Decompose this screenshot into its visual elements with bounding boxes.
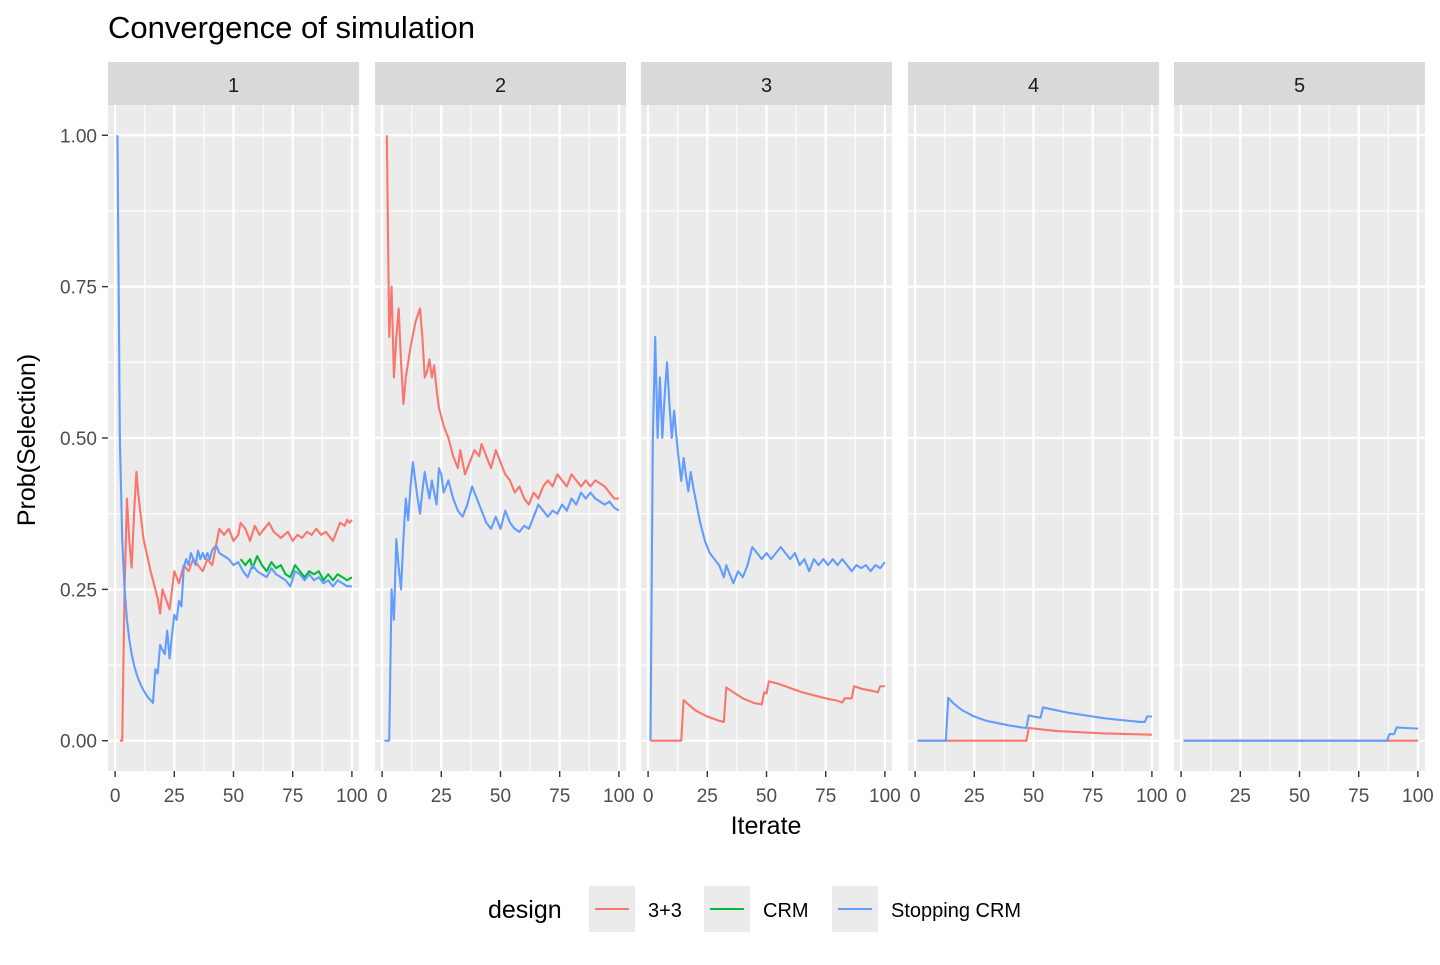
y-axis: 0.00 0.25 0.50 0.75 1.00 bbox=[60, 126, 108, 753]
gridlines bbox=[375, 105, 626, 771]
series-line-crm bbox=[239, 555, 353, 582]
legend-label: Stopping CRM bbox=[891, 900, 1021, 922]
y-axis-label: Prob(Selection) bbox=[13, 354, 41, 526]
y-tick-label: 0.75 bbox=[60, 278, 97, 299]
x-tick-label: 50 bbox=[223, 786, 244, 807]
facet-strip bbox=[908, 62, 1159, 105]
legend-item: Stopping CRM bbox=[832, 886, 1021, 932]
gridlines bbox=[908, 105, 1159, 771]
x-tick-label: 75 bbox=[1348, 786, 1369, 807]
x-tick-label: 25 bbox=[1230, 786, 1251, 807]
x-tick-label: 75 bbox=[815, 786, 836, 807]
x-axis-label: Iterate bbox=[731, 812, 802, 840]
x-axis-4: 0 25 50 75 100 bbox=[910, 771, 1168, 807]
series-line-stopping-crm bbox=[1183, 726, 1418, 742]
y-tick-label: 0.25 bbox=[60, 580, 97, 601]
x-axis-2: 0 25 50 75 100 bbox=[377, 771, 635, 807]
facet-strip-label: 2 bbox=[495, 75, 506, 97]
x-tick-label: 100 bbox=[603, 786, 635, 807]
facet-strip bbox=[641, 62, 892, 105]
x-tick-label: 25 bbox=[964, 786, 985, 807]
facet-panel-2: 2 0 25 50 75 100 bbox=[375, 62, 635, 807]
series-line-stopping-crm bbox=[917, 696, 1152, 742]
x-tick-label: 50 bbox=[490, 786, 511, 807]
x-tick-label: 75 bbox=[1082, 786, 1103, 807]
x-tick-label: 25 bbox=[697, 786, 718, 807]
series-line-3-3 bbox=[119, 470, 353, 742]
x-tick-label: 75 bbox=[282, 786, 303, 807]
series-line-stopping-crm bbox=[116, 135, 352, 704]
x-tick-label: 25 bbox=[431, 786, 452, 807]
facet-strip-label: 3 bbox=[761, 75, 772, 97]
x-tick-label: 100 bbox=[336, 786, 368, 807]
y-tick-label: 1.00 bbox=[60, 126, 97, 147]
legend-item: 3+3 bbox=[589, 886, 682, 932]
gridlines bbox=[108, 105, 359, 771]
facet-panel-1: 1 0 25 50 75 100 bbox=[108, 62, 368, 807]
legend-label: 3+3 bbox=[648, 900, 682, 922]
gridlines bbox=[1174, 105, 1425, 771]
y-tick-label: 0.00 bbox=[60, 732, 97, 753]
legend-item: CRM bbox=[704, 886, 809, 932]
x-tick-label: 0 bbox=[643, 786, 654, 807]
series-line-3-3 bbox=[385, 135, 619, 506]
series-line-3-3 bbox=[650, 680, 885, 742]
series-line-3-3 bbox=[917, 726, 1152, 742]
x-tick-label: 0 bbox=[110, 786, 121, 807]
facet-panel-4: 4 0 25 50 75 100 bbox=[908, 62, 1168, 807]
facet-strip bbox=[108, 62, 359, 105]
x-tick-label: 0 bbox=[1176, 786, 1187, 807]
x-tick-label: 0 bbox=[377, 786, 388, 807]
y-tick-label: 0.50 bbox=[60, 429, 97, 450]
facet-strip bbox=[1174, 62, 1425, 105]
legend-title: design bbox=[488, 896, 562, 924]
x-axis-1: 0 25 50 75 100 bbox=[110, 771, 368, 807]
x-tick-label: 100 bbox=[1402, 786, 1434, 807]
x-tick-label: 50 bbox=[1289, 786, 1310, 807]
legend-label: CRM bbox=[763, 900, 809, 922]
x-tick-label: 0 bbox=[910, 786, 921, 807]
series-line-stopping-crm bbox=[384, 461, 620, 742]
x-tick-label: 100 bbox=[1136, 786, 1168, 807]
x-tick-label: 50 bbox=[756, 786, 777, 807]
x-axis-3: 0 25 50 75 100 bbox=[643, 771, 901, 807]
x-tick-label: 50 bbox=[1023, 786, 1044, 807]
facet-strip-label: 5 bbox=[1294, 75, 1305, 97]
facet-strip-label: 4 bbox=[1028, 75, 1039, 97]
x-tick-label: 100 bbox=[869, 786, 901, 807]
facet-panel-5: 50 25 50 75 100 bbox=[1174, 62, 1434, 807]
series-line-stopping-crm bbox=[649, 335, 886, 741]
x-tick-label: 25 bbox=[164, 786, 185, 807]
facet-strip-label: 1 bbox=[228, 75, 239, 97]
gridlines bbox=[641, 105, 892, 771]
legend: design 3+3 CRM Stopping CRM bbox=[488, 886, 1021, 932]
x-axis-5: 0 25 50 75 100 bbox=[1176, 771, 1434, 807]
facet-panel-3: 3 0 25 50 75 100 bbox=[641, 62, 901, 807]
facet-strip bbox=[375, 62, 626, 105]
x-tick-label: 75 bbox=[549, 786, 570, 807]
chart-title: Convergence of simulation bbox=[108, 10, 475, 45]
